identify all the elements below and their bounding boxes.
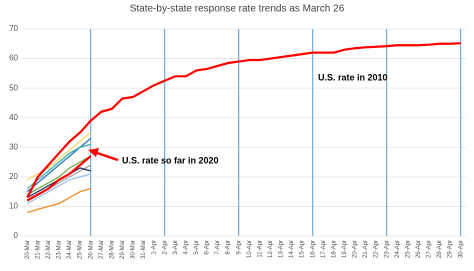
series-line bbox=[27, 188, 91, 213]
x-tick-label: 26-Mar bbox=[88, 240, 94, 259]
x-tick-label: 27-Apr bbox=[427, 240, 433, 258]
x-tick-label: 12-Apr bbox=[268, 240, 274, 258]
x-tick-label: 8-Apr bbox=[226, 240, 232, 255]
x-tick-label: 20-Apr bbox=[353, 240, 359, 258]
series-line bbox=[26, 143, 91, 190]
x-tick-label: 4-Apr bbox=[183, 240, 189, 255]
x-tick-label: 29-Mar bbox=[120, 240, 126, 259]
x-tick-label: 16-Apr bbox=[310, 240, 316, 258]
x-tick-label: 24-Mar bbox=[67, 240, 73, 259]
x-tick-label: 25-Apr bbox=[405, 240, 411, 258]
annotation: U.S. rate in 2010 bbox=[318, 72, 388, 82]
series-line bbox=[26, 132, 92, 181]
x-tick-label: 21-Apr bbox=[363, 240, 369, 258]
y-tick-label: 20 bbox=[9, 172, 18, 181]
y-tick-label: 10 bbox=[9, 202, 18, 211]
x-tick-label: 11-Apr bbox=[257, 240, 263, 258]
series-line bbox=[26, 42, 461, 199]
x-tick-label: 13-Apr bbox=[279, 240, 285, 258]
x-tick-label: 22-Apr bbox=[374, 240, 380, 258]
y-tick-label: 70 bbox=[9, 24, 18, 33]
series-line bbox=[26, 155, 92, 202]
x-tick-label: 17-Apr bbox=[321, 240, 327, 258]
y-tick-label: 50 bbox=[9, 83, 18, 92]
x-tick-label: 14-Apr bbox=[289, 240, 295, 258]
x-tick-label: 6-Apr bbox=[205, 240, 211, 255]
annotation: U.S. rate so far in 2020 bbox=[122, 155, 219, 165]
y-tick-label: 40 bbox=[9, 113, 18, 122]
x-tick-label: 28-Mar bbox=[109, 240, 115, 259]
arrow bbox=[96, 151, 119, 162]
x-tick-label: 22-Mar bbox=[46, 240, 52, 259]
y-tick-label: 60 bbox=[9, 54, 18, 63]
x-tick-label: 21-Mar bbox=[35, 240, 41, 259]
x-tick-label: 10-Apr bbox=[247, 240, 253, 258]
y-tick-label: 30 bbox=[9, 142, 18, 151]
x-tick-label: 30-Apr bbox=[458, 240, 464, 258]
x-tick-label: 3-Apr bbox=[173, 240, 179, 255]
x-tick-label: 18-Apr bbox=[331, 240, 337, 258]
x-tick-label: 30-Mar bbox=[131, 240, 137, 259]
x-tick-label: 15-Apr bbox=[300, 240, 306, 258]
series-line bbox=[26, 173, 91, 205]
x-tick-label: 20-Mar bbox=[25, 240, 31, 259]
x-tick-label: 23-Apr bbox=[384, 240, 390, 258]
x-tick-label: 26-Apr bbox=[416, 240, 422, 258]
x-tick-label: 9-Apr bbox=[236, 240, 242, 255]
x-tick-label: 19-Apr bbox=[342, 240, 348, 258]
arrowhead bbox=[88, 148, 99, 157]
x-tick-label: 2-Apr bbox=[162, 240, 168, 255]
y-tick-label: 0 bbox=[14, 231, 19, 240]
x-tick-label: 25-Mar bbox=[78, 240, 84, 259]
x-tick-label: 29-Apr bbox=[448, 240, 454, 258]
x-tick-label: 5-Apr bbox=[194, 240, 200, 255]
series-line bbox=[26, 155, 92, 196]
x-tick-label: 24-Apr bbox=[395, 240, 401, 258]
chart-title: State-by-state response rate trends as M… bbox=[130, 4, 345, 15]
x-tick-label: 31-Mar bbox=[141, 240, 147, 259]
x-tick-label: 23-Mar bbox=[57, 240, 63, 259]
x-tick-label: 27-Mar bbox=[99, 240, 105, 259]
x-tick-label: 1-Apr bbox=[152, 240, 158, 255]
x-tick-label: 7-Apr bbox=[215, 240, 221, 255]
x-tick-label: 28-Apr bbox=[437, 240, 443, 258]
